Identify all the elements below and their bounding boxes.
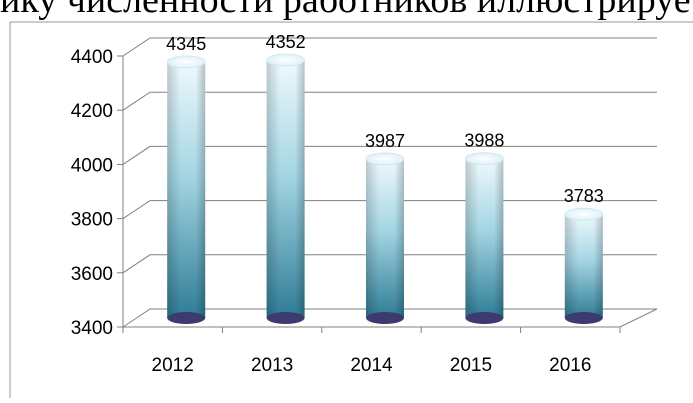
data-label: 3783 (564, 186, 604, 206)
gridline (122, 145, 657, 165)
x-tick-label: 2014 (350, 355, 393, 376)
bar-base (167, 312, 206, 324)
bar-top (365, 152, 405, 166)
gridline (122, 91, 657, 111)
bar-base (366, 312, 404, 324)
bar-base (465, 312, 504, 324)
x-tick-label: 2012 (152, 355, 194, 376)
bar-top (166, 55, 206, 69)
y-tick-label: 3800 (71, 210, 113, 231)
bar (564, 207, 604, 324)
x-tick-label: 2013 (251, 355, 293, 376)
y-tick-label: 3400 (71, 318, 113, 339)
bar-shade (564, 214, 603, 318)
y-tick-label: 4200 (71, 101, 113, 122)
bar-base (564, 312, 603, 324)
data-label: 4352 (266, 32, 306, 52)
x-tick-label: 2015 (450, 355, 492, 376)
y-tick-label: 3600 (71, 264, 113, 285)
bar-shade (167, 61, 206, 318)
data-label: 3987 (365, 131, 405, 151)
bar-base (266, 312, 305, 324)
data-label: 4345 (166, 34, 206, 54)
y-tick-label: 4000 (71, 155, 113, 176)
bar-top (464, 152, 504, 166)
data-label: 3988 (464, 131, 504, 151)
bar (464, 152, 504, 324)
bar-shade (266, 60, 305, 319)
bar (365, 152, 405, 324)
x-tick-label: 2016 (549, 355, 591, 376)
bar-top (266, 53, 306, 67)
bar-top (564, 207, 604, 221)
bar-shade (465, 158, 504, 318)
y-tick-label: 4400 (71, 47, 113, 68)
bar (266, 53, 306, 324)
bar (166, 55, 206, 324)
caption-text: ику численности работников иллюстрирует (0, 0, 693, 21)
bar-shade (366, 158, 404, 318)
chart-frame (9, 21, 693, 398)
gridline (122, 37, 657, 57)
